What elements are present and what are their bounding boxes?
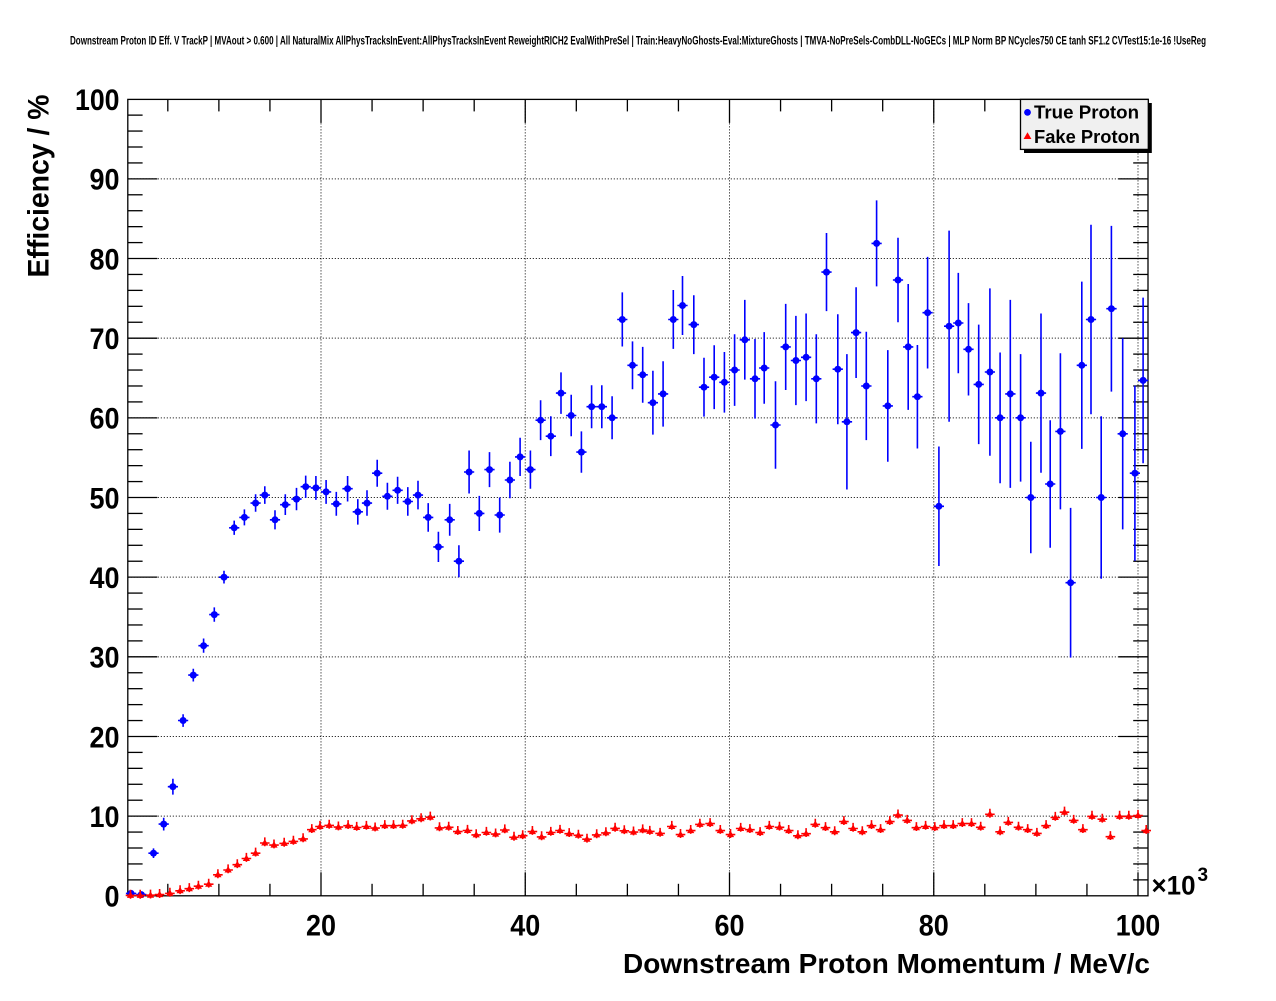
svg-text:80: 80	[919, 910, 949, 943]
svg-text:60: 60	[715, 910, 745, 943]
svg-text:Fake Proton: Fake Proton	[1034, 126, 1140, 147]
svg-text:40: 40	[510, 910, 540, 943]
svg-text:60: 60	[90, 403, 120, 436]
svg-text:10: 10	[90, 801, 120, 834]
svg-text:90: 90	[90, 164, 120, 197]
svg-text:70: 70	[90, 323, 120, 356]
svg-text:True Proton: True Proton	[1034, 102, 1139, 123]
svg-text:3: 3	[1198, 865, 1209, 886]
svg-text:40: 40	[90, 562, 120, 595]
svg-text:100: 100	[75, 84, 120, 117]
svg-text:×10: ×10	[1152, 871, 1196, 901]
svg-text:100: 100	[1116, 910, 1161, 943]
svg-text:30: 30	[90, 642, 120, 675]
svg-text:0: 0	[105, 881, 120, 914]
svg-text:Downstream Proton Momentum / M: Downstream Proton Momentum / MeV/c	[623, 948, 1150, 979]
svg-text:80: 80	[90, 243, 120, 276]
svg-text:Downstream Proton ID Eff. V Tr: Downstream Proton ID Eff. V TrackP | MVA…	[70, 34, 1206, 48]
svg-text:50: 50	[90, 482, 120, 515]
svg-text:20: 20	[306, 910, 336, 943]
svg-text:20: 20	[90, 721, 120, 754]
svg-text:Efficiency / %: Efficiency / %	[23, 95, 56, 278]
